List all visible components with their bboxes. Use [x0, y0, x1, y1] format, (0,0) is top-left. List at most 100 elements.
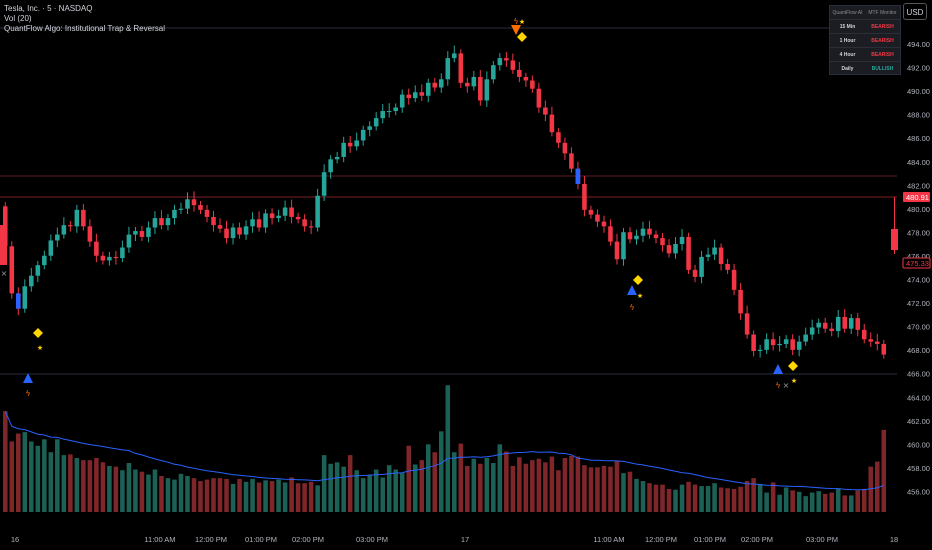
- candle-body: [204, 209, 210, 217]
- volume-bar: [445, 385, 451, 512]
- volume-bar: [146, 474, 151, 512]
- volume-bar: [536, 458, 542, 512]
- volume-bar: [438, 431, 444, 512]
- candle-body: [328, 159, 333, 173]
- volume-bar: [764, 492, 769, 512]
- volume-bar: [556, 470, 561, 512]
- candle-body: [725, 263, 730, 270]
- volume-bar: [198, 481, 203, 512]
- volume-bar: [152, 469, 158, 512]
- volume-bar: [35, 445, 41, 512]
- candle-body: [419, 92, 425, 96]
- candle-body: [367, 126, 372, 130]
- candle-body: [81, 209, 86, 227]
- volume-bar: [647, 483, 652, 512]
- volume-bar: [738, 486, 743, 512]
- lightning-icon: ϟ: [775, 381, 780, 390]
- volume-bar: [634, 478, 639, 512]
- volume-bar: [295, 483, 301, 512]
- price-axis-label: 488.00: [907, 111, 930, 120]
- volume-bar: [100, 462, 106, 512]
- candle-body: [660, 238, 665, 246]
- volume-bar: [731, 488, 737, 512]
- volume-bar: [660, 484, 665, 512]
- volume-bar: [848, 495, 854, 512]
- candle-body: [334, 156, 340, 160]
- volume-bar: [465, 465, 470, 512]
- signal-diamond: [633, 275, 643, 285]
- price-axis-label: 470.00: [907, 323, 930, 332]
- volume-bar: [614, 460, 620, 512]
- volume-bar: [588, 467, 594, 512]
- price-axis-label: 476.00: [907, 252, 930, 261]
- volume-bar: [419, 460, 425, 512]
- candle-body: [517, 69, 522, 77]
- volume-bar: [42, 439, 47, 512]
- candle-body: [640, 228, 646, 236]
- candle-body: [373, 118, 379, 127]
- candle-body: [874, 341, 880, 344]
- candle-body: [835, 316, 841, 332]
- candle-body: [543, 107, 548, 115]
- volume-bar: [712, 483, 717, 512]
- candle-body: [100, 255, 106, 261]
- candle-body: [822, 322, 828, 329]
- x-mark-icon: ×: [783, 381, 790, 390]
- volume-bar: [478, 463, 483, 512]
- candle-body: [87, 226, 93, 242]
- volume-bar: [380, 477, 385, 512]
- volume-bar: [55, 439, 60, 512]
- candle-body: [438, 79, 444, 88]
- candle-body: [165, 218, 171, 226]
- candle-body: [159, 218, 164, 226]
- currency-button[interactable]: USD: [903, 3, 927, 20]
- volume-bar: [874, 461, 880, 512]
- volume-bar: [29, 441, 34, 512]
- candle-body: [549, 114, 555, 133]
- volume-bar: [302, 483, 307, 512]
- price-axis-label: 462.00: [907, 417, 930, 426]
- mtf-row: Daily BULLISH: [830, 62, 900, 75]
- volume-bar: [224, 478, 229, 512]
- volume-bar: [133, 469, 138, 512]
- quantflow-indicator-label[interactable]: QuantFlow Algo: Institutional Trap & Rev…: [4, 24, 165, 33]
- price-axis-label: 468.00: [907, 346, 930, 355]
- price-axis-label: 460.00: [907, 440, 930, 449]
- star-icon: ★: [637, 292, 643, 300]
- candle-body: [172, 209, 177, 219]
- symbol-title[interactable]: Tesla, Inc. · 5 · NASDAQ: [4, 4, 93, 13]
- volume-bar: [601, 465, 607, 512]
- volume-bar: [399, 473, 405, 512]
- volume-bar: [510, 465, 516, 512]
- candle-body: [744, 313, 750, 335]
- volume-bar: [692, 484, 698, 512]
- volume-indicator-label[interactable]: Vol (20): [4, 14, 32, 23]
- candle-body: [556, 132, 561, 143]
- volume-bar: [809, 492, 815, 512]
- price-tag-last-label: 480.91: [906, 193, 929, 202]
- volume-bar: [126, 463, 132, 512]
- volume-bar: [282, 482, 288, 512]
- time-axis-label: 18: [890, 535, 898, 544]
- candle-body: [107, 256, 112, 261]
- volume-bar: [217, 478, 223, 512]
- candle-body: [855, 318, 861, 330]
- candle-body: [94, 241, 99, 256]
- volume-bar: [412, 464, 418, 512]
- candle-body: [406, 94, 412, 99]
- candle-body: [699, 256, 704, 277]
- mtf-monitor-panel: QuantFlow AI MTF Monitor 15 Min BEARISH …: [829, 5, 901, 75]
- candle-body: [191, 199, 197, 206]
- mtf-state: BEARISH: [871, 23, 894, 30]
- volume-bar: [68, 454, 73, 512]
- mtf-header-right: MTF Monitor: [868, 9, 897, 16]
- volume-bar: [269, 481, 275, 512]
- volume-bar: [627, 471, 633, 512]
- candle-body: [393, 107, 398, 112]
- candle-body: [718, 247, 724, 264]
- volume-bar: [796, 491, 802, 512]
- volume-bar: [81, 460, 86, 512]
- x-mark-icon: ×: [1, 269, 8, 278]
- price-tag-level: [902, 257, 931, 269]
